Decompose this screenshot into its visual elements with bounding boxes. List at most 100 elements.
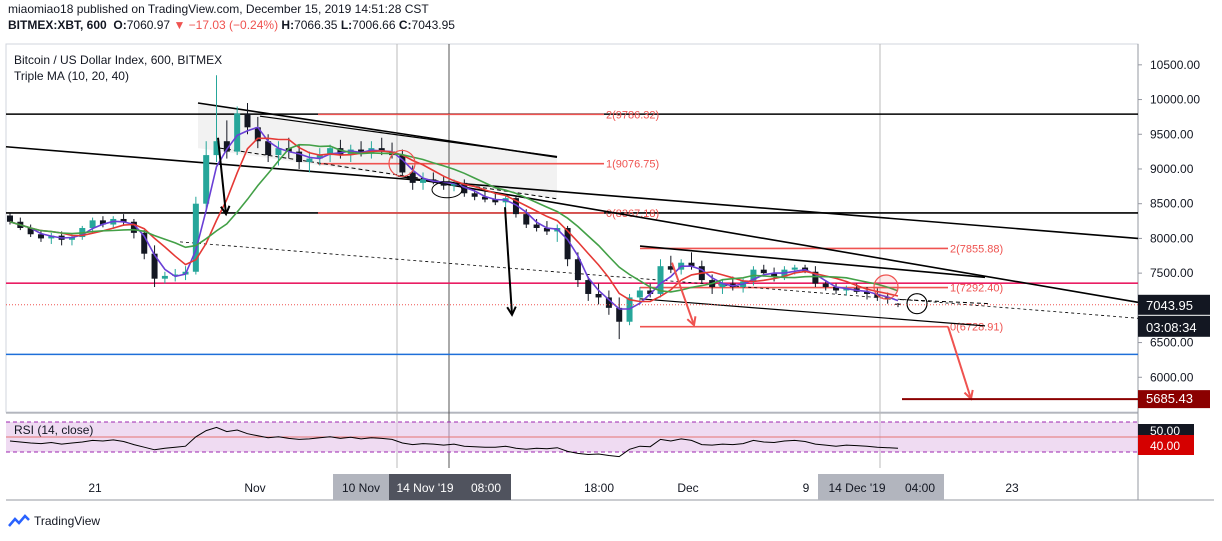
candle-body [254,127,261,142]
price-pane-frame [5,43,1139,413]
fib-level-label: 0(8367.18) [606,208,659,220]
price-tick-label: 7500.00 [1150,266,1194,280]
candle-body [399,155,406,173]
rsi-tag-b-bg [1138,435,1194,455]
price-tick-label: 9000.00 [1150,162,1194,176]
candle-body [791,267,798,270]
ma-mid-line [9,137,899,303]
candle-body [141,232,148,254]
candle-body [440,181,447,186]
candle-body [719,283,726,288]
candle-body [585,280,592,294]
rsi-line [9,426,899,458]
candle-body [564,228,571,260]
time-highlight-label: 10 Nov [342,481,380,495]
fib-level-label: 1(7292.40) [950,283,1003,295]
close-label: C: [398,18,412,32]
open-label: O: [113,18,127,32]
last-price-tag-bg [1138,294,1210,315]
open-value: 7060.97 [126,18,171,32]
high-label: H: [281,18,295,32]
target-price-tag-bg [1138,390,1210,409]
time-tick-label: 9 [803,481,810,495]
time-highlight-label: 08:00 [471,481,501,495]
time-highlight-bg [461,474,511,500]
time-tick-label: Dec [677,481,698,495]
price-tick-label: 6000.00 [1150,370,1194,384]
fib-level-label: 2(9786.32) [606,109,659,121]
time-highlight-bg [896,474,944,500]
down-arrow [217,137,227,215]
trend-line [639,298,986,327]
symbol-label[interactable]: BITMEX:XBT, 600 [8,18,107,32]
candle-body [265,141,272,156]
time-highlight-bg [333,474,389,500]
rsi-tag-a: 50.00 [1150,424,1180,438]
candle-body [244,113,251,128]
highlight-circle [906,293,928,315]
candle-body [306,158,313,163]
price-tick-label: 10500.00 [1150,58,1200,72]
time-highlight-label: 14 Dec '19 [829,481,886,495]
down-arrow-head [220,205,231,217]
price-tick-label: 6500.00 [1150,336,1194,350]
fib-level-label: 2(7855.88) [950,243,1003,255]
candle-body [223,141,230,152]
candle-body [471,193,478,197]
rsi-legend[interactable]: RSI (14, close) [14,423,94,437]
bar-countdown-tag-bg [1138,315,1210,337]
candle-body [327,148,334,156]
time-highlight-bg [389,474,461,500]
change-value: ▼ −17.03 (−0.24%) [173,18,279,32]
candle-body [420,179,427,183]
candle-body [409,172,416,183]
candle-body [688,262,695,267]
symbol-ohlc-bar: BITMEX:XBT, 600 O:7060.97 ▼ −17.03 (−0.2… [8,18,455,32]
candle-body [451,182,457,186]
time-highlight-bg [818,474,896,500]
price-tick-label: 10000.00 [1150,93,1200,107]
target-arrow [947,326,972,400]
candle-body [358,149,365,154]
rsi-tag-a-bg [1138,424,1194,438]
candle-body [99,220,106,225]
trend-line [259,115,558,158]
price-tick-label: 8500.00 [1150,197,1194,211]
time-tick-label: 23 [1005,481,1019,495]
chart-legend-title: Bitcoin / US Dollar Index, 600, BITMEX [14,53,223,67]
fib-level-label: 1(9076.75) [606,159,659,171]
down-arrow [504,207,513,315]
candle-body [481,196,488,200]
candle-body [616,307,623,322]
price-tick-label: 8000.00 [1150,231,1194,245]
target-arrow [671,262,695,326]
candle-body [543,228,550,232]
candle-body [172,274,179,276]
time-tick-label: 18:00 [584,481,614,495]
candle-body [833,287,840,291]
candle-body [48,235,55,239]
candle-body [192,203,199,272]
candle-body [130,221,137,233]
trend-line [397,175,1139,304]
candle-body [647,290,654,294]
close-value: 7043.95 [411,18,455,32]
down-arrow-head [506,306,517,317]
highlight-circle [388,149,416,178]
candle-body [657,266,664,294]
bar-countdown-tag: 03:08:34 [1146,320,1197,335]
footer-brand[interactable]: TradingView [8,514,100,528]
ma-indicator-legend[interactable]: Triple MA (10, 20, 40) [14,69,129,83]
candle-body [27,228,34,235]
candle-body [492,199,499,203]
candle-body [533,224,540,228]
target-price-tag: 5685.43 [1146,391,1193,406]
candle-body [151,253,158,279]
highlight-circle [431,181,463,199]
time-tick-label: 21 [88,481,102,495]
candle-body [760,269,767,274]
candle-body [822,283,829,288]
candle-body [7,215,13,222]
candle-body [636,290,643,298]
